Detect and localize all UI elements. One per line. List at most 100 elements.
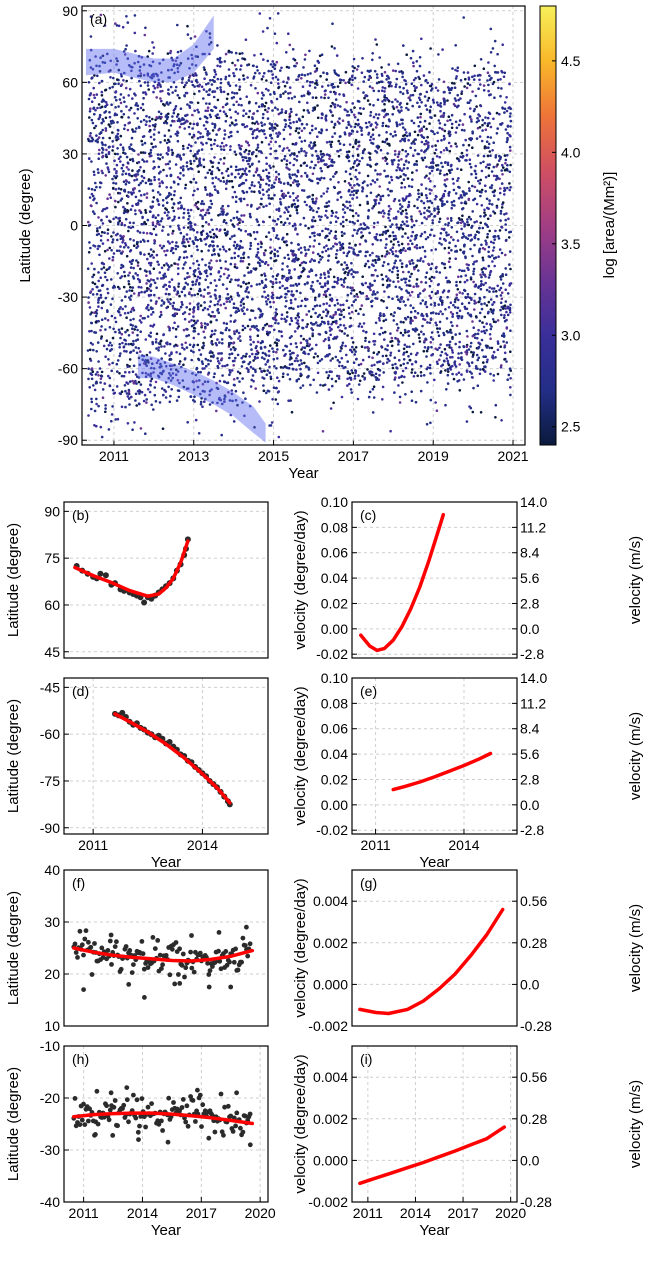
sunspot-point [178, 362, 181, 366]
sunspot-point [402, 86, 405, 90]
sunspot-point [418, 56, 422, 59]
sunspot-point [95, 397, 98, 401]
sunspot-point [327, 374, 331, 377]
sunspot-point [353, 222, 356, 225]
sunspot-point [209, 143, 213, 147]
sunspot-point [438, 217, 442, 221]
sunspot-point [132, 339, 135, 343]
sunspot-point [230, 172, 234, 176]
sunspot-point [90, 367, 94, 370]
sunspot-point [473, 336, 477, 340]
sunspot-point [460, 90, 464, 93]
sunspot-point [127, 229, 130, 233]
sunspot-point [396, 166, 400, 169]
sunspot-point [387, 125, 390, 128]
sunspot-point [340, 234, 344, 237]
sunspot-point [470, 372, 474, 375]
sunspot-point [228, 373, 231, 377]
sunspot-point [474, 94, 478, 98]
sunspot-point [210, 147, 213, 151]
sunspot-point [355, 196, 359, 199]
sunspot-point [376, 291, 379, 294]
sunspot-point [493, 264, 497, 268]
sunspot-point [455, 280, 458, 284]
sunspot-point [164, 163, 168, 166]
sunspot-point [446, 217, 450, 220]
sunspot-point [151, 200, 155, 203]
sunspot-point [488, 199, 491, 202]
sunspot-point [429, 179, 432, 183]
sunspot-point [267, 89, 270, 92]
sunspot-point [246, 203, 249, 207]
sunspot-point [465, 153, 469, 157]
sunspot-point [243, 326, 247, 330]
sunspot-point [226, 167, 230, 171]
sunspot-point [126, 395, 130, 398]
sunspot-point [133, 92, 136, 95]
sunspot-point [95, 185, 98, 189]
sunspot-point [256, 251, 260, 254]
sunspot-point [431, 311, 435, 314]
sunspot-point [336, 276, 340, 280]
sunspot-point [267, 390, 271, 393]
sunspot-point [126, 21, 130, 24]
sunspot-point [237, 227, 241, 231]
sunspot-point [350, 190, 354, 194]
sunspot-point [119, 306, 122, 309]
sunspot-point [400, 278, 403, 282]
sunspot-point [145, 274, 148, 278]
sunspot-point [270, 421, 274, 424]
sunspot-point [210, 240, 214, 243]
sunspot-point [311, 307, 315, 311]
sunspot-point [138, 280, 142, 284]
sunspot-point [386, 229, 390, 232]
sunspot-point [508, 182, 511, 185]
sunspot-point [132, 317, 135, 321]
sunspot-point [288, 133, 292, 136]
sunspot-point [254, 267, 258, 270]
sunspot-point [422, 201, 426, 205]
sunspot-point [127, 225, 130, 229]
sunspot-point [454, 244, 457, 248]
sunspot-point [125, 155, 129, 159]
sunspot-point [171, 240, 174, 244]
sunspot-point [297, 75, 300, 78]
sunspot-point [238, 197, 241, 201]
sunspot-point [388, 234, 392, 238]
sunspot-point [275, 296, 279, 300]
sunspot-point [270, 136, 274, 140]
sunspot-point [133, 61, 136, 65]
sunspot-point [374, 113, 378, 116]
sunspot-point [503, 213, 506, 216]
sunspot-point [123, 71, 126, 75]
sunspot-point [359, 250, 362, 253]
sunspot-point [170, 68, 173, 72]
sunspot-point [404, 366, 408, 370]
sunspot-point [196, 165, 199, 168]
sunspot-point [236, 353, 240, 357]
sunspot-point [479, 161, 483, 165]
sunspot-point [261, 295, 264, 298]
sunspot-point [301, 115, 305, 119]
sunspot-point [172, 209, 176, 213]
sunspot-point [110, 369, 113, 373]
sunspot-point [169, 186, 173, 189]
sunspot-point [111, 177, 114, 181]
sunspot-point [410, 185, 414, 189]
sunspot-point [219, 398, 222, 402]
sunspot-point [240, 298, 244, 302]
sunspot-point [139, 165, 142, 169]
sunspot-point [117, 105, 120, 108]
sunspot-point [105, 155, 109, 159]
sunspot-point [262, 169, 265, 173]
sunspot-point [163, 249, 166, 253]
sunspot-point [394, 336, 397, 340]
sunspot-point [340, 356, 344, 360]
sunspot-point [188, 343, 192, 347]
sunspot-point [165, 141, 169, 145]
sunspot-point [285, 279, 289, 283]
sunspot-point [178, 119, 182, 123]
sunspot-point [441, 299, 444, 303]
sunspot-point [232, 103, 235, 107]
